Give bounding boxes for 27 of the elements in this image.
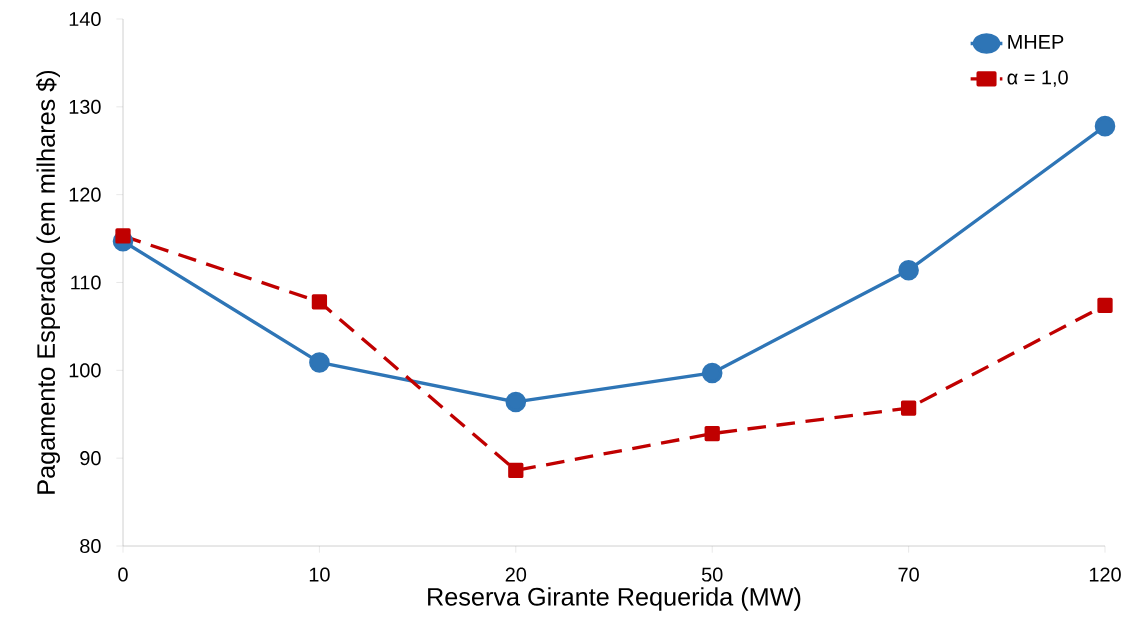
x-tick-label: 20	[505, 567, 527, 582]
y-tick-label: 130	[69, 99, 101, 114]
y-tick-label: 80	[80, 538, 101, 554]
point	[508, 462, 524, 479]
point	[1097, 297, 1113, 313]
legend-label: α = 1,0	[1007, 70, 1068, 87]
legend-label: MHEP	[1008, 35, 1064, 49]
point	[704, 425, 720, 442]
point	[505, 391, 527, 413]
y-tick-label: 90	[80, 451, 101, 466]
x-axis-title: Reserva Girante Requerida (MW)	[428, 587, 801, 611]
point	[900, 400, 917, 416]
point	[311, 294, 328, 310]
point	[1094, 115, 1116, 137]
y-axis-title: Pagamento Esperado (em milhares $)	[36, 70, 60, 494]
y-tick-label: 120	[69, 187, 101, 202]
x-tick-label: 10	[309, 567, 330, 582]
x-tick-label: 70	[898, 567, 919, 582]
x-tick-label: 0	[118, 567, 128, 582]
point	[898, 259, 919, 281]
y-tick-label: 100	[69, 363, 101, 378]
point	[701, 362, 723, 384]
point	[309, 352, 330, 373]
x-tick-label: 50	[701, 567, 723, 582]
y-tick-label: 140	[69, 11, 101, 27]
x-tick-label: 120	[1089, 567, 1121, 582]
y-tick-label: 110	[71, 275, 101, 290]
